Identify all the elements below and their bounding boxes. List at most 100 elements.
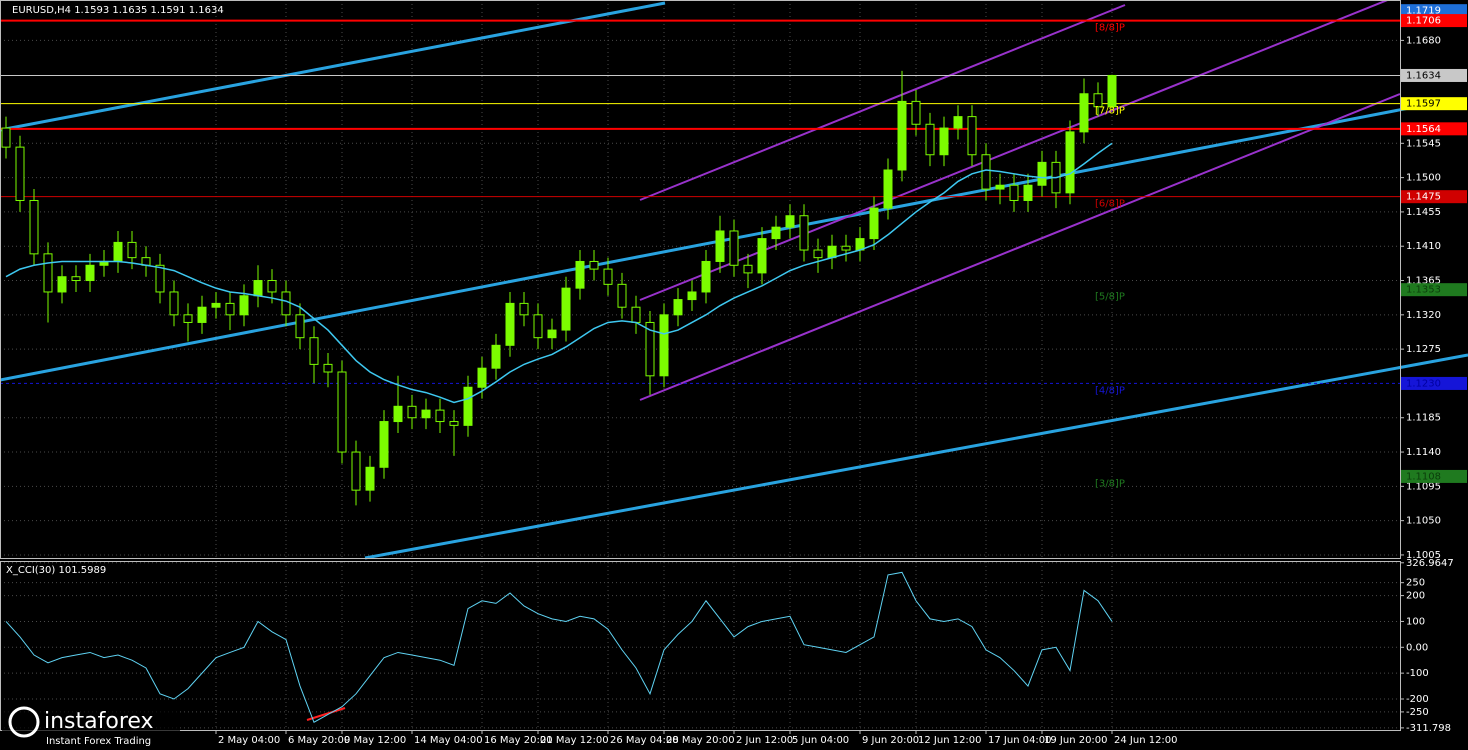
level-tag: [8/8]P	[1095, 23, 1125, 34]
level-label: 1.1634	[1406, 70, 1441, 81]
candle-body	[267, 280, 277, 293]
channel-line	[639, 93, 1401, 401]
level-label-bg	[1401, 469, 1467, 483]
y-tick-label: 1.1320	[1406, 310, 1441, 321]
level-label: 1.1719	[1406, 6, 1441, 17]
candle-body	[715, 230, 725, 262]
trend-lines	[0, 0, 1468, 721]
x-tick-label: 24 Jun 12:00	[1114, 735, 1178, 746]
y-tick-label: -100	[1406, 668, 1429, 679]
candle-body	[239, 295, 249, 316]
candle-body	[43, 253, 53, 293]
chart-title: EURUSD,H4 1.1593 1.1635 1.1591 1.1634	[12, 5, 224, 16]
candle-body	[225, 302, 235, 316]
x-tick-label: 2 Jun 12:00	[736, 735, 793, 746]
level-label: 1.1230	[1406, 378, 1441, 389]
x-tick-label: 21 May 12:00	[540, 735, 609, 746]
y-tick-label: 1.1545	[1406, 138, 1441, 149]
candle-body	[407, 405, 417, 419]
channel-line	[639, 0, 1391, 301]
level-label-bg	[1401, 97, 1467, 111]
candle-body	[771, 226, 781, 240]
x-tick-label: 17 Jun 04:00	[988, 735, 1052, 746]
candle-body	[1009, 184, 1019, 201]
candle-body	[477, 367, 487, 388]
y-tick-label: 1.1185	[1406, 413, 1441, 424]
candle-body	[393, 405, 403, 423]
level-label-bg	[1401, 122, 1467, 136]
x-tick-label: 9 May 12:00	[344, 735, 406, 746]
level-label: 1.1475	[1406, 192, 1441, 203]
x-tick-label: 5 Jun 04:00	[792, 735, 849, 746]
candle-body	[379, 421, 389, 468]
candle-body	[435, 409, 445, 423]
level-tag: [5/8]P	[1095, 292, 1125, 303]
candle-body	[71, 276, 81, 282]
trend-line	[0, 103, 1426, 382]
candle-body	[505, 302, 515, 346]
candle-body	[687, 291, 697, 301]
candle-body	[1079, 93, 1089, 133]
candle-body	[533, 314, 543, 339]
candle-body	[491, 344, 501, 369]
level-label: 1.1564	[1406, 124, 1441, 135]
candle-body	[29, 199, 39, 255]
candle-body	[1107, 74, 1117, 108]
indicator-panel-frame	[0, 561, 1401, 731]
trend-line	[0, 1, 666, 132]
watermark: instaforex Instant Forex Trading	[2, 705, 180, 749]
candle-body	[673, 299, 683, 316]
level-label-bg	[1401, 190, 1467, 204]
candle-body	[295, 314, 305, 339]
candle-body	[463, 386, 473, 426]
level-label-bg	[1401, 283, 1467, 297]
y-tick-label: -200	[1406, 694, 1429, 705]
candle-body	[939, 127, 949, 156]
divergence-line	[306, 707, 346, 721]
x-tick-label: 9 Jun 20:00	[862, 735, 919, 746]
moving-average	[5, 142, 1113, 404]
candle-body	[967, 116, 977, 156]
candle-body	[323, 363, 333, 373]
y-tick-label: 1.1410	[1406, 241, 1441, 252]
y-tick-label: 1.1095	[1406, 481, 1441, 492]
candle-body	[785, 215, 795, 228]
candle-body	[561, 287, 571, 331]
main-panel-frame	[0, 0, 1401, 559]
y-tick-label: 1.1455	[1406, 207, 1441, 218]
candle-body	[197, 306, 207, 323]
candle-body	[1065, 131, 1075, 194]
candle-body	[743, 264, 753, 274]
candle-body	[631, 306, 641, 323]
candle-body	[645, 321, 655, 377]
level-tag: [7/8]P	[1095, 106, 1125, 117]
candle-body	[281, 291, 291, 316]
candle-body	[617, 283, 627, 308]
y-tick-label: 1.1140	[1406, 447, 1441, 458]
y-tick-label: 1.1500	[1406, 173, 1441, 184]
level-label-bg	[1401, 376, 1467, 390]
candle-body	[547, 329, 557, 339]
candle-body	[701, 260, 711, 293]
candle-body	[869, 207, 879, 240]
candle-body	[827, 245, 837, 259]
candle-body	[603, 268, 613, 285]
candle-body	[953, 116, 963, 129]
candle-body	[1023, 184, 1033, 201]
candle-body	[729, 230, 739, 266]
candle-body	[421, 409, 431, 419]
candle-body	[85, 264, 95, 282]
candle-body	[897, 100, 907, 171]
indicator-title: X_CCI(30) 101.5989	[6, 565, 106, 576]
watermark-text: instaforex	[44, 709, 154, 734]
level-tag: [3/8]P	[1095, 478, 1125, 489]
level-label-bg	[1401, 4, 1467, 18]
candle-body	[169, 291, 179, 316]
x-tick-label: 16 May 20:00	[484, 735, 553, 746]
level-tag: [6/8]P	[1095, 199, 1125, 210]
y-tick-label: 326.9647	[1406, 558, 1454, 569]
level-label: 1.1597	[1406, 99, 1441, 110]
trend-line	[364, 353, 1468, 560]
candle-body	[1093, 93, 1103, 108]
candle-body	[113, 241, 123, 262]
